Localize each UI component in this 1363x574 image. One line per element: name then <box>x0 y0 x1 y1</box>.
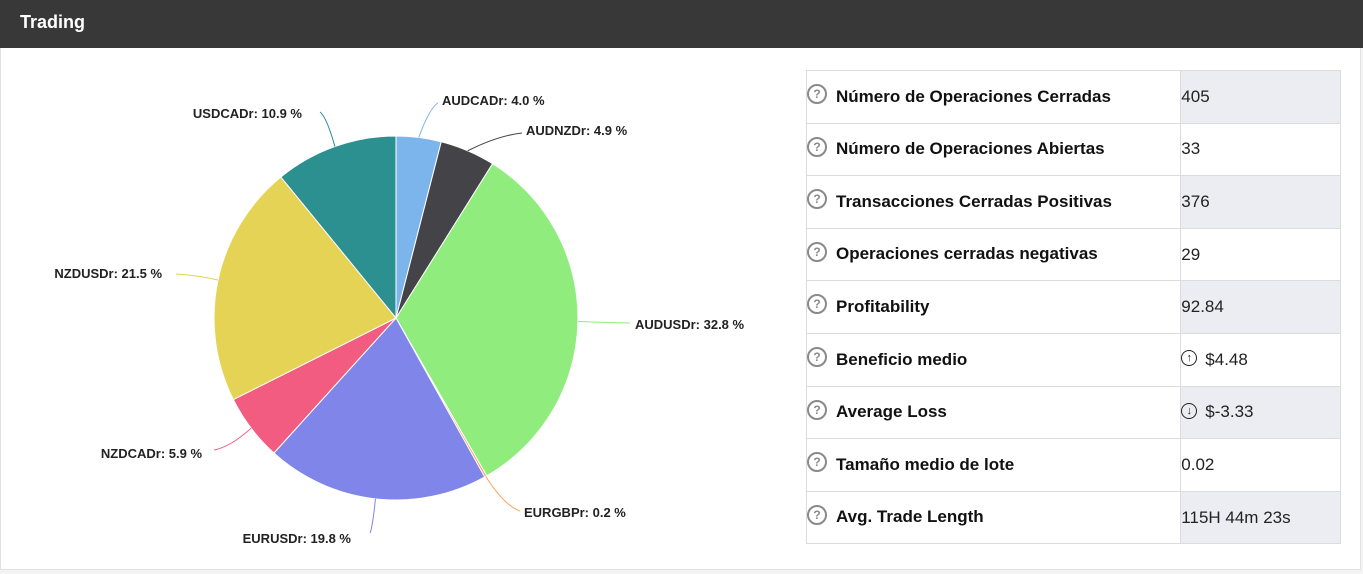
stat-label: Transacciones Cerradas Positivas <box>836 191 1112 211</box>
help-icon[interactable]: ? <box>807 136 827 157</box>
stat-row-average-lot-size: ? Tamaño medio de lote 0.02 <box>806 438 1341 492</box>
stat-row-average-trade-length: ? Avg. Trade Length 115H 44m 23s <box>806 491 1341 545</box>
card-title: Trading <box>20 12 86 32</box>
stat-value: 29 <box>1181 244 1201 264</box>
arrow-up-icon: ↑ <box>1181 350 1198 367</box>
data-label-nzdusdr: NZDUSDr: 21.5 % <box>54 266 162 281</box>
leader-line-eurgbpr <box>485 476 521 512</box>
data-label-nzdcadr: NZDCADr: 5.9 % <box>101 446 203 461</box>
trading-stats-table: ? Número de Operaciones Cerradas 405 ? Núm… <box>806 70 1341 545</box>
help-icon[interactable]: ? <box>807 504 827 525</box>
help-icon[interactable]: ? <box>807 452 827 473</box>
data-label-eurusdr: EURUSDr: 19.8 % <box>243 531 352 546</box>
help-icon[interactable]: ? <box>807 399 827 420</box>
stat-row-average-loss: ? Average Loss ↓ $-3.33 <box>806 386 1341 440</box>
stat-row-closed-trades: ? Número de Operaciones Cerradas 405 <box>806 70 1341 124</box>
stat-row-open-trades: ? Número de Operaciones Abiertas 33 <box>806 123 1341 177</box>
stat-value: 115H 44m 23s <box>1181 507 1291 527</box>
stat-value: 376 <box>1181 191 1210 211</box>
data-label-audusdr: AUDUSDr: 32.8 % <box>635 317 745 332</box>
stat-value: 33 <box>1181 139 1201 159</box>
leader-line-eurusdr <box>369 498 376 534</box>
card-header: Trading <box>0 0 1363 48</box>
help-icon[interactable]: ? <box>807 189 827 210</box>
pie-chart: AUDCADr: 4.0 % AUDNZDr: 4.9 % AUDUSDr: 32.… <box>54 93 745 546</box>
stat-label: Avg. Trade Length <box>836 507 984 527</box>
stat-value: 92.84 <box>1181 297 1224 317</box>
stat-label: Número de Operaciones Cerradas <box>836 86 1111 106</box>
leader-line-audusdr <box>577 320 631 324</box>
data-label-audnzdr: AUDNZDr: 4.9 % <box>526 123 628 138</box>
stat-value: 0.02 <box>1181 454 1215 474</box>
help-icon[interactable]: ? <box>807 84 827 105</box>
leader-line-usdcadr <box>319 111 336 147</box>
stat-value: $4.48 <box>1205 349 1248 369</box>
leader-line-nzdcadr <box>213 427 252 451</box>
pie-slice-audusdr[interactable] <box>395 163 579 477</box>
data-label-audcadr: AUDCADr: 4.0 % <box>442 93 545 108</box>
arrow-down-icon: ↓ <box>1181 402 1198 419</box>
pie-slice-eurusdr[interactable] <box>273 317 486 501</box>
stat-row-positive-closed: ? Transacciones Cerradas Positivas 376 <box>806 175 1341 229</box>
stat-value: $-3.33 <box>1205 402 1254 422</box>
stat-label: Beneficio medio <box>836 349 968 369</box>
stat-row-negative-closed: ? Operaciones cerradas negativas 29 <box>806 228 1341 282</box>
help-icon[interactable]: ? <box>807 294 827 315</box>
stat-label: Average Loss <box>836 402 947 422</box>
leader-line-audnzdr <box>467 132 523 152</box>
stat-label: Número de Operaciones Abiertas <box>836 139 1105 159</box>
stat-label: Tamaño medio de lote <box>836 454 1015 474</box>
data-label-usdcadr: USDCADr: 10.9 % <box>193 106 303 121</box>
leader-line-audcadr <box>418 102 439 138</box>
stat-label: Profitability <box>836 296 930 316</box>
data-label-eurgbpr: EURGBPr: 0.2 % <box>524 505 626 520</box>
help-icon[interactable]: ? <box>807 347 827 368</box>
stat-value: 405 <box>1181 86 1210 106</box>
help-icon[interactable]: ? <box>807 241 827 262</box>
stat-label: Operaciones cerradas negativas <box>836 244 1098 264</box>
stat-row-average-profit: ? Beneficio medio ↑ $4.48 <box>806 333 1341 387</box>
stat-row-profitability: ? Profitability 92.84 <box>806 280 1341 334</box>
leader-line-nzdusdr <box>175 273 219 281</box>
